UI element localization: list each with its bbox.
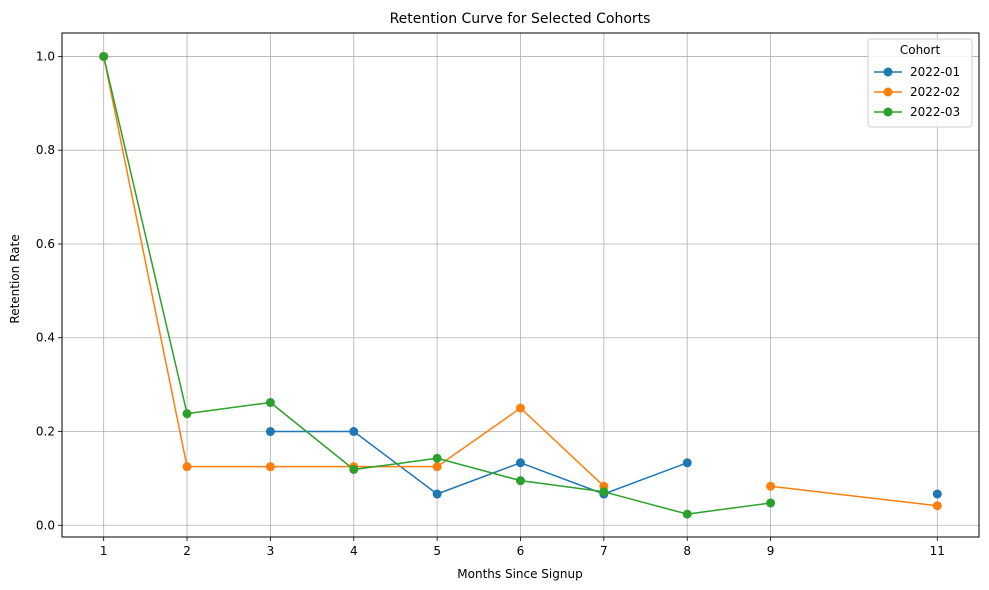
data-point	[516, 476, 525, 486]
data-point	[682, 458, 692, 468]
ticks: 1 2 3 4 5 6 7 8 9 11 0.0 0.2 0.4 0.6 0.8 1.0	[36, 49, 945, 558]
legend: Cohort 2022-01 2022-02 2022-03	[867, 38, 973, 128]
x-tick-label: 8	[683, 544, 691, 558]
data-point	[932, 489, 942, 499]
y-tick-label: 0.2	[36, 425, 55, 439]
y-tick-label: 0.6	[36, 237, 55, 251]
data-point	[766, 498, 776, 508]
legend-label: 2022-01	[910, 65, 960, 79]
series-line	[270, 430, 688, 495]
data-point	[349, 464, 359, 474]
legend-swatch-marker	[883, 67, 893, 77]
x-tick-label: 7	[600, 544, 608, 558]
x-tick-label: 4	[350, 544, 358, 558]
legend-title: Cohort	[900, 43, 941, 57]
x-tick-label: 9	[767, 544, 775, 558]
data-point	[516, 403, 525, 413]
data-point	[516, 458, 525, 468]
data-point	[682, 509, 692, 519]
legend-item: 2022-03	[874, 105, 960, 119]
x-axis-label: Months Since Signup	[457, 567, 582, 581]
data-point	[766, 481, 776, 491]
data-point	[432, 462, 442, 472]
x-tick-label: 2	[183, 544, 191, 558]
y-tick-label: 1.0	[36, 49, 55, 63]
series-2022-03	[99, 51, 776, 519]
data-point	[349, 427, 359, 437]
y-axis-label: Retention Rate	[8, 234, 22, 323]
data-point	[99, 51, 109, 61]
y-tick-label: 0.8	[36, 143, 55, 157]
series-line	[770, 485, 938, 507]
data-point	[182, 409, 192, 419]
legend-label: 2022-02	[910, 85, 960, 99]
legend-item: 2022-01	[874, 65, 960, 79]
x-tick-label: 1	[100, 544, 108, 558]
legend-box	[867, 38, 973, 128]
x-tick-label: 11	[930, 544, 945, 558]
data-point	[432, 453, 442, 463]
data-point	[432, 489, 442, 499]
x-tick-label: 6	[517, 544, 525, 558]
legend-label: 2022-03	[910, 105, 960, 119]
data-point	[932, 501, 942, 511]
series-layer	[99, 51, 942, 519]
grid	[62, 33, 979, 537]
data-point	[265, 397, 275, 407]
legend-item: 2022-02	[874, 85, 960, 99]
legend-swatch-marker	[883, 107, 893, 117]
x-tick-label: 3	[267, 544, 275, 558]
data-point	[182, 462, 192, 472]
chart-title: Retention Curve for Selected Cohorts	[390, 11, 651, 27]
y-tick-label: 0.4	[36, 331, 55, 345]
legend-swatch-marker	[883, 87, 893, 97]
data-point	[265, 462, 275, 472]
x-tick-label: 5	[433, 544, 441, 558]
data-point	[265, 427, 275, 437]
data-point	[599, 487, 609, 497]
y-tick-label: 0.0	[36, 518, 55, 532]
